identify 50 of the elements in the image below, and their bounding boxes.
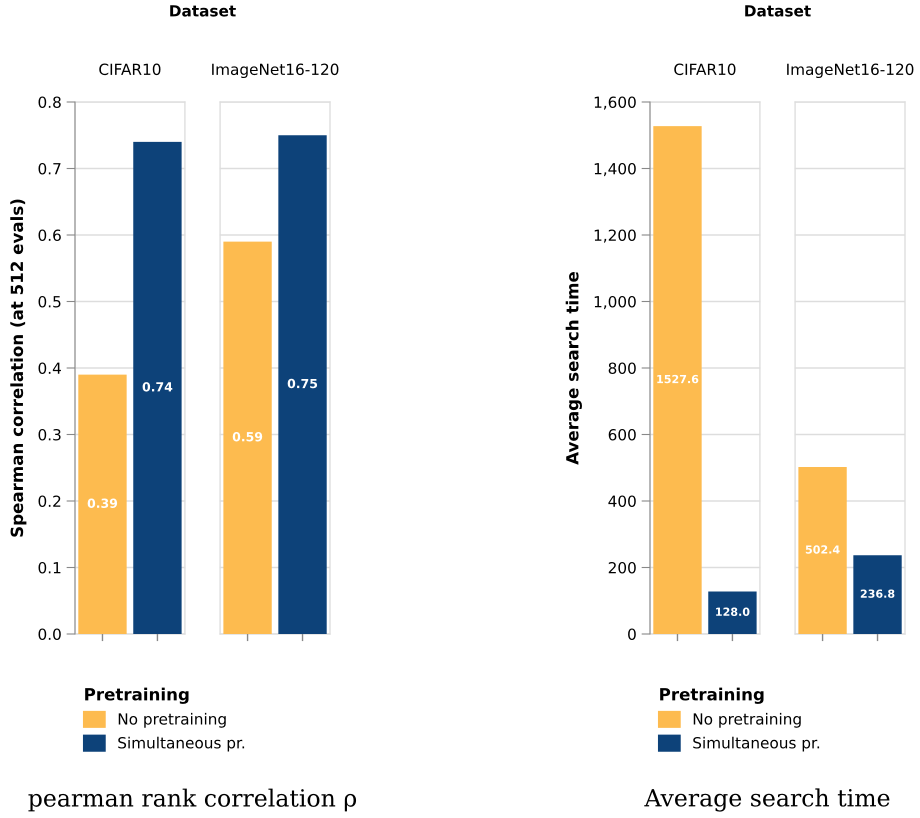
x-tick-label: ImageNet16-120 (787, 64, 914, 78)
bar (78, 374, 127, 634)
y-axis-title: Spearman correlation (at 512 evals) (10, 200, 26, 537)
y-tick-label: 0.2 (38, 495, 60, 508)
bar (133, 142, 182, 634)
legend-title: Pretraining (85, 688, 189, 704)
legend-label: No pretraining (694, 712, 801, 728)
x-tick-label: CIFAR10 (674, 64, 736, 76)
y-tick-label: 0 (628, 628, 636, 640)
legend-title: Pretraining (660, 688, 764, 704)
legend-label: Simultaneous pr. (693, 736, 820, 752)
bar (653, 126, 702, 634)
y-tick-label: 0.5 (38, 296, 60, 308)
y-tick-label: 1,400 (594, 162, 636, 176)
x-tick-label: CIFAR10 (99, 64, 160, 76)
chart-title: Dataset (745, 5, 811, 17)
y-tick-label: 1,000 (594, 296, 636, 310)
y-tick-label: 1,600 (594, 96, 636, 110)
bar (798, 466, 847, 634)
data-label: 0.59 (232, 432, 262, 442)
data-label: 128.0 (716, 608, 750, 616)
chart-title: Dataset (170, 5, 236, 17)
data-label: 236.8 (860, 589, 894, 598)
bar (278, 135, 327, 634)
x-tick-label: ImageNet16-120 (212, 64, 338, 78)
legend-label: Simultaneous pr. (118, 736, 244, 752)
data-label: 0.74 (142, 382, 172, 392)
bar (708, 591, 757, 634)
data-label: 1527.6 (657, 374, 698, 384)
y-tick-label: 0.4 (38, 362, 61, 374)
y-tick-label: 0.8 (38, 96, 61, 108)
y-tick-label: 0.6 (38, 229, 61, 242)
y-tick-label: 800 (608, 362, 636, 374)
data-label: 0.39 (88, 498, 118, 508)
y-tick-label: 600 (608, 428, 636, 441)
bar (853, 555, 902, 634)
legend-label: No pretraining (118, 712, 226, 728)
y-tick-label: 0.1 (38, 562, 60, 574)
y-tick-label: 0.0 (38, 628, 61, 640)
bar (223, 242, 272, 634)
y-axis-title: Average search time (566, 272, 582, 465)
y-tick-label: 1,200 (594, 229, 636, 243)
y-tick-label: 0.3 (38, 428, 61, 441)
y-tick-label: 400 (608, 495, 636, 508)
data-label: 502.4 (806, 545, 840, 554)
data-label: 0.75 (288, 378, 318, 388)
y-tick-label: 0.7 (38, 162, 60, 175)
text: Average search time (644, 788, 890, 812)
text: pearman rank correlation ρ (28, 788, 356, 812)
y-tick-label: 200 (608, 562, 636, 574)
